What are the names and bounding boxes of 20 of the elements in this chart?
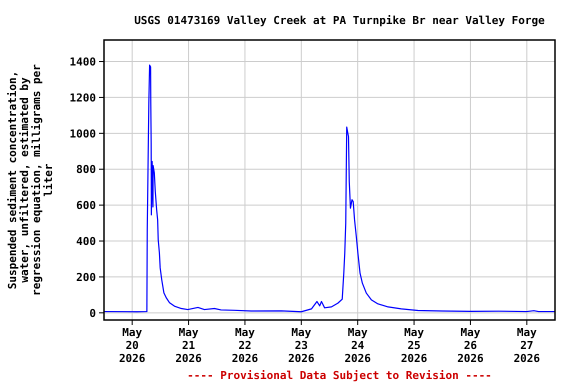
x-tick-label: May 23 2026 xyxy=(288,326,315,365)
y-tick-label: 600 xyxy=(76,199,96,212)
y-tick-label: 1000 xyxy=(70,127,96,140)
y-tick-label: 1200 xyxy=(70,91,96,104)
y-axis-title: Suspended sediment concentration, water, unfiltered, estimated by regression equation, milligrams per liter xyxy=(6,64,55,296)
y-tick-label: 800 xyxy=(76,163,96,176)
y-tick-label: 200 xyxy=(76,270,96,284)
x-tick-label: May 25 2026 xyxy=(400,326,428,365)
x-tick-label: May 21 2026 xyxy=(175,326,202,365)
x-tick-label: May 26 2026 xyxy=(457,326,484,365)
y-tick-label: 0 xyxy=(89,306,96,320)
x-tick-label: May 27 2026 xyxy=(514,326,540,365)
x-tick-label: May 20 2026 xyxy=(118,326,146,365)
x-tick-label: May 24 2026 xyxy=(344,326,372,365)
text: ---- Provisional Data Subject to Revision ---- xyxy=(187,369,492,382)
x-tick-label: May 22 2026 xyxy=(232,326,259,365)
chart-title: USGS 01473169 Valley Creek at PA Turnpike Br near Valley Forge xyxy=(134,14,546,27)
y-tick-label: 1400 xyxy=(70,56,96,69)
line-series xyxy=(104,64,555,312)
y-tick-label: 400 xyxy=(76,235,96,248)
